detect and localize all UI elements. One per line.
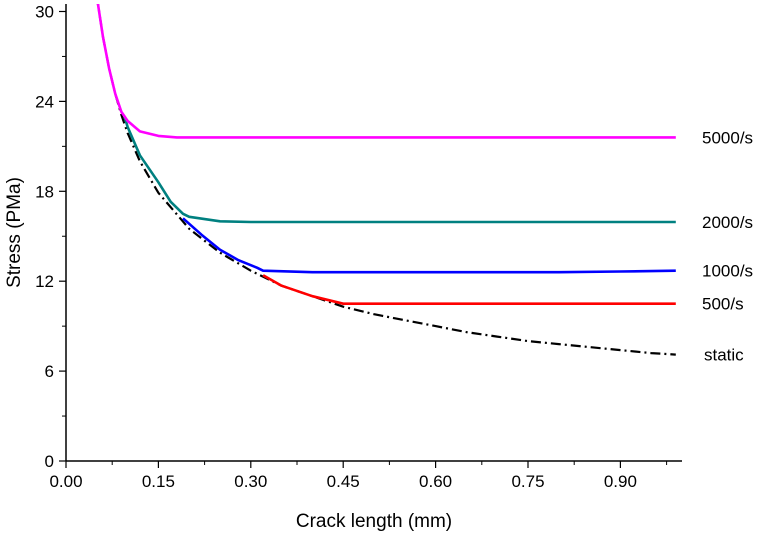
y-tick-label: 6 <box>45 362 54 381</box>
axes-layer <box>65 4 682 462</box>
series-label-500-s: 500/s <box>702 295 744 314</box>
y-tick-label: 30 <box>35 2 54 21</box>
y-tick-label: 12 <box>35 272 54 291</box>
x-tick-label: 0.75 <box>511 472 544 491</box>
labels-layer: static 500/s 1000/s 2000/s 5000/s <box>702 128 753 364</box>
x-axis-title: Crack length (mm) <box>296 511 452 532</box>
y-tick-label: 18 <box>35 182 54 201</box>
series-line-500-s <box>262 274 676 305</box>
x-tick-label: 0.90 <box>604 472 637 491</box>
series-layer <box>96 4 676 356</box>
series-label-1000-s: 1000/s <box>702 262 753 281</box>
series-label-5000-s: 5000/s <box>702 128 753 147</box>
y-tick-label: 24 <box>35 92 54 111</box>
x-tick-label: 0.45 <box>327 472 360 491</box>
y-axis-title: Stress (PMa) <box>4 177 25 288</box>
x-tick-label: 0.60 <box>419 472 452 491</box>
y-tick-label: 0 <box>45 452 54 471</box>
series-line-1000-s <box>182 217 676 274</box>
x-tick-label: 0.30 <box>234 472 267 491</box>
series-line-static <box>96 4 676 356</box>
series-label-static: static <box>704 346 744 365</box>
series-line-5000-s <box>96 4 676 139</box>
series-label-2000-s: 2000/s <box>702 213 753 232</box>
series-line-2000-s <box>123 116 676 224</box>
x-tick-label: 0.00 <box>49 472 82 491</box>
x-tick-label: 0.15 <box>142 472 175 491</box>
ticks-layer: 0.00 0.15 0.30 0.45 0.60 0.75 0.90 0 6 12 18 24 30 <box>35 2 668 491</box>
